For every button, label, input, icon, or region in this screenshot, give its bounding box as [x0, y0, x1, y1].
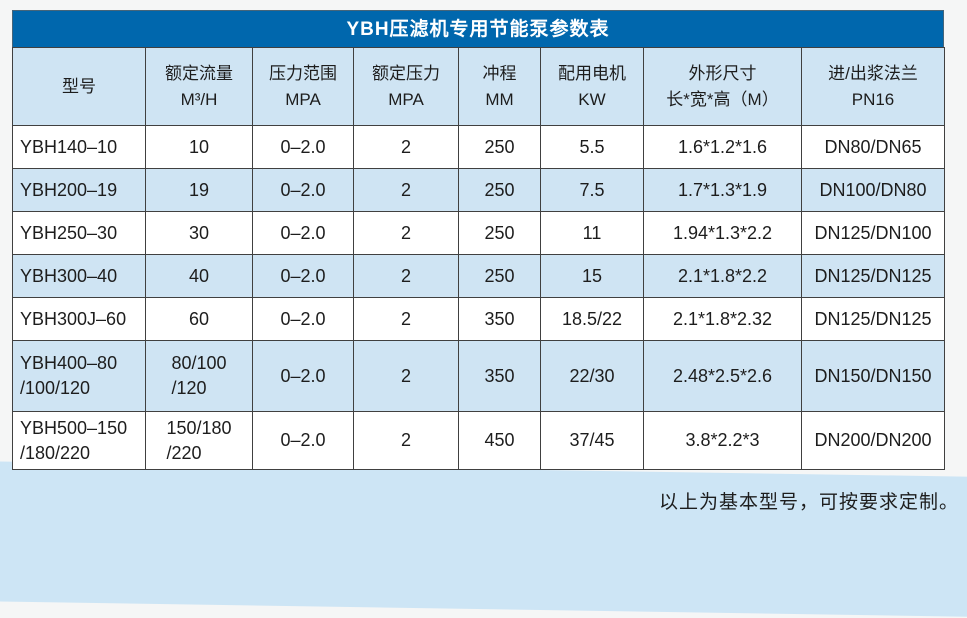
- cell-flange: DN125/DN100: [801, 211, 945, 255]
- col-header-line2: 长*宽*高（M）: [666, 89, 779, 109]
- col-header-line1: 冲程: [482, 63, 517, 83]
- cell-stroke: 250: [458, 168, 541, 212]
- cell-motor: 15: [540, 254, 644, 298]
- cell-stroke: 450: [458, 411, 541, 470]
- table-row: YBH140–10 10 0–2.0 2 250 5.5 1.6*1.2*1.6…: [12, 125, 945, 169]
- table-row: YBH300J–60 60 0–2.0 2 350 18.5/22 2.1*1.…: [12, 297, 945, 341]
- col-header-dimensions: 外形尺寸长*宽*高（M）: [643, 47, 802, 126]
- col-header-model: 型号: [12, 47, 146, 126]
- cell-dimensions: 1.6*1.2*1.6: [643, 125, 802, 169]
- cell-model: YBH250–30: [12, 211, 146, 255]
- cell-motor: 5.5: [540, 125, 644, 169]
- cell-model: YBH200–19: [12, 168, 146, 212]
- cell-pressure-range: 0–2.0: [252, 297, 354, 341]
- cell-motor: 22/30: [540, 340, 644, 412]
- col-header-stroke: 冲程 MM: [458, 47, 541, 126]
- decorative-bottom-band: [0, 461, 967, 618]
- col-header-line1: 型号: [62, 76, 96, 96]
- cell-rated-pressure: 2: [353, 411, 459, 470]
- cell-dimensions: 2.48*2.5*2.6: [643, 340, 802, 412]
- cell-rated-pressure: 2: [353, 125, 459, 169]
- table-row: YBH200–19 19 0–2.0 2 250 7.5 1.7*1.3*1.9…: [12, 168, 945, 212]
- col-header-line1: 额定压力: [372, 63, 440, 83]
- col-header-rated-pressure: 额定压力 MPA: [353, 47, 459, 126]
- col-header-rated-flow: 额定流量 M³/H: [145, 47, 253, 126]
- cell-pressure-range: 0–2.0: [252, 168, 354, 212]
- cell-rated-pressure: 2: [353, 211, 459, 255]
- cell-rated-pressure: 2: [353, 297, 459, 341]
- cell-motor: 11: [540, 211, 644, 255]
- table-row: YBH300–40 40 0–2.0 2 250 15 2.1*1.8*2.2 …: [12, 254, 945, 298]
- cell-stroke: 350: [458, 340, 541, 412]
- col-header-line2: MPA: [285, 89, 321, 109]
- col-header-pressure-range: 压力范围 MPA: [252, 47, 354, 126]
- cell-dimensions: 2.1*1.8*2.2: [643, 254, 802, 298]
- cell-stroke: 250: [458, 211, 541, 255]
- cell-dimensions: 1.7*1.3*1.9: [643, 168, 802, 212]
- cell-model: YBH140–10: [12, 125, 146, 169]
- cell-flange: DN150/DN150: [801, 340, 945, 412]
- cell-rated-pressure: 2: [353, 168, 459, 212]
- col-header-flange: 进/出浆法兰 PN16: [801, 47, 945, 126]
- cell-motor: 7.5: [540, 168, 644, 212]
- footer-note: 以上为基本型号，可按要求定制。: [658, 492, 959, 513]
- col-header-line1: 额定流量: [165, 63, 233, 83]
- col-header-line1: 进/出浆法兰: [828, 63, 918, 83]
- cell-dimensions: 3.8*2.2*3: [643, 411, 802, 470]
- cell-stroke: 250: [458, 125, 541, 169]
- cell-pressure-range: 0–2.0: [252, 254, 354, 298]
- cell-model: YBH500–150 /180/220: [12, 411, 146, 470]
- cell-rated-flow: 10: [145, 125, 253, 169]
- cell-rated-flow: 80/100 /120: [145, 340, 253, 412]
- cell-flange: DN80/DN65: [801, 125, 945, 169]
- cell-flange: DN200/DN200: [801, 411, 945, 470]
- col-header-line2: M³/H: [180, 89, 218, 109]
- col-header-motor: 配用电机 KW: [540, 47, 644, 126]
- table-title: YBH压滤机专用节能泵参数表: [12, 10, 944, 47]
- cell-pressure-range: 0–2.0: [252, 125, 354, 169]
- col-header-line2: MM: [485, 89, 514, 109]
- header-row: 型号 额定流量 M³/H 压力范围 MPA 额定压力 MPA 冲程 MM 配用电机 KW: [12, 47, 945, 126]
- table-row: YBH400–80 /100/120 80/100 /120 0–2.0 2 3…: [12, 340, 945, 412]
- cell-pressure-range: 0–2.0: [252, 411, 354, 470]
- cell-rated-flow: 19: [145, 168, 253, 212]
- col-header-line1: 外形尺寸: [688, 63, 757, 83]
- cell-flange: DN100/DN80: [801, 168, 945, 212]
- cell-dimensions: 2.1*1.8*2.32: [643, 297, 802, 341]
- cell-stroke: 350: [458, 297, 541, 341]
- cell-flange: DN125/DN125: [801, 297, 945, 341]
- parameter-table: 型号 额定流量 M³/H 压力范围 MPA 额定压力 MPA 冲程 MM 配用电机 KW: [12, 47, 945, 470]
- col-header-line2: KW: [578, 89, 606, 109]
- cell-rated-flow: 30: [145, 211, 253, 255]
- pump-parameter-sheet: YBH压滤机专用节能泵参数表 型号 额定流量 M³/H 压力范围 MPA: [12, 10, 945, 470]
- table-row: YBH250–30 30 0–2.0 2 250 11 1.94*1.3*2.2…: [12, 211, 945, 255]
- cell-rated-pressure: 2: [353, 254, 459, 298]
- col-header-line1: 配用电机: [558, 63, 626, 83]
- table-row: YBH500–150 /180/220 150/180 /220 0–2.0 2…: [12, 411, 945, 470]
- cell-flange: DN125/DN125: [801, 254, 945, 298]
- cell-motor: 18.5/22: [540, 297, 644, 341]
- cell-model: YBH400–80 /100/120: [12, 340, 146, 412]
- cell-rated-flow: 150/180 /220: [145, 411, 253, 470]
- cell-rated-flow: 60: [145, 297, 253, 341]
- col-header-line2: MPA: [388, 89, 424, 109]
- cell-model: YBH300J–60: [12, 297, 146, 341]
- cell-rated-flow: 40: [145, 254, 253, 298]
- col-header-line2: PN16: [851, 89, 895, 109]
- col-header-line1: 压力范围: [269, 63, 337, 83]
- cell-stroke: 250: [458, 254, 541, 298]
- cell-model: YBH300–40: [12, 254, 146, 298]
- cell-rated-pressure: 2: [353, 340, 459, 412]
- cell-pressure-range: 0–2.0: [252, 340, 354, 412]
- cell-dimensions: 1.94*1.3*2.2: [643, 211, 802, 255]
- cell-pressure-range: 0–2.0: [252, 211, 354, 255]
- cell-motor: 37/45: [540, 411, 644, 470]
